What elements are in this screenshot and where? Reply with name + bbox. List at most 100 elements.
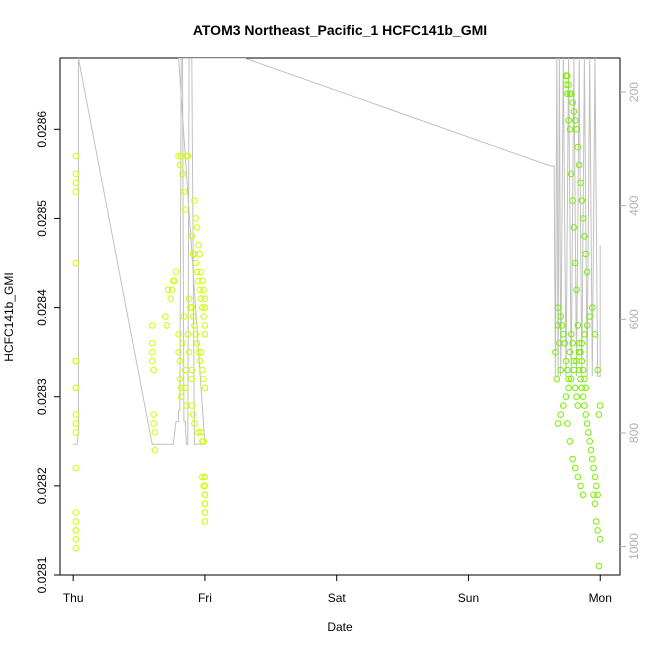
data-point [189,411,197,418]
data-point [594,491,601,499]
data-point [583,420,591,427]
data-point [196,286,203,294]
data-point [595,411,603,418]
y-tick-label: 0.0285 [35,200,49,237]
data-point [151,429,159,436]
data-point [150,420,157,427]
chart-title: ATOM3 Northeast_Pacific_1 HCFC141b_GMI [193,22,487,38]
y-tick-label: 0.0281 [35,556,49,593]
data-point [581,331,588,338]
data-point [200,375,207,383]
data-point [553,375,561,383]
data-point [591,500,599,508]
data-point [571,259,579,267]
axis-layer: Thu Fri Sat Sun Mon 0.0281 0.0282 0.0283 0.0284 0… [35,82,641,605]
data-point [552,348,559,356]
data-point [72,384,80,392]
x-tick-label: Sun [458,591,479,605]
data-point [148,339,156,347]
data-point [564,366,571,374]
data-point [185,348,193,356]
data-point [176,375,184,383]
data-point [171,277,178,285]
data-point [72,152,80,160]
data-point [566,126,574,133]
data-point [558,322,566,329]
data-point [179,170,186,178]
data-point [191,322,198,329]
data-point [593,518,600,525]
data-point [570,108,578,115]
data-point [163,322,170,329]
data-point [72,170,80,178]
data-point [72,429,80,436]
data-point [176,357,184,365]
data-point [554,322,562,329]
data-point [579,393,587,401]
data-point [571,464,579,472]
data-point [579,366,587,374]
data-point [554,420,562,427]
data-point [569,197,576,204]
data-point [196,357,203,365]
data-point [575,339,583,347]
data-point [195,241,202,249]
data-point [591,331,599,338]
data-point [561,339,569,347]
data-point [577,482,584,490]
data-point [201,384,209,392]
data-point [195,277,202,285]
data-point [567,90,575,97]
data-point [199,304,206,311]
data-point [189,313,197,320]
data-point [193,339,201,347]
data-point [193,268,201,276]
data-point [582,250,590,258]
data-point [586,438,594,445]
y2-tick-label: 1000 [627,533,641,560]
data-point [175,348,182,356]
data-point [177,384,185,392]
data-point [567,375,575,383]
data-point [579,491,587,499]
data-point [72,536,80,543]
data-point [188,366,196,374]
data-point [200,286,207,294]
plot-frame [59,57,621,576]
data-point [72,518,80,525]
data-point [184,331,192,338]
data-point [569,339,576,347]
data-point [593,482,600,490]
data-point [570,366,578,374]
data-point [188,233,196,240]
data-point [197,348,205,356]
data-point [181,366,189,374]
data-point [195,348,202,356]
data-point [192,331,199,338]
data-point [585,429,592,436]
data-point [181,206,189,213]
data-point [589,304,596,311]
y2-tick-label: 400 [627,195,641,215]
data-point [578,357,586,365]
data-point [573,286,580,294]
data-point [562,393,570,401]
data-point [575,161,583,169]
data-point [581,233,588,240]
y-tick-label: 0.0283 [35,378,49,415]
data-point [566,438,574,445]
data-point [175,331,182,338]
data-point [578,339,586,347]
data-point [569,455,576,463]
data-point [564,90,571,97]
data-point [562,81,570,88]
data-point [557,411,565,418]
data-point [148,357,156,365]
x-tick-label: Mon [589,591,612,605]
x-tick-label: Thu [63,591,84,605]
data-point [554,304,562,311]
data-point [594,527,601,534]
data-point [168,286,176,294]
data-point [72,509,80,516]
